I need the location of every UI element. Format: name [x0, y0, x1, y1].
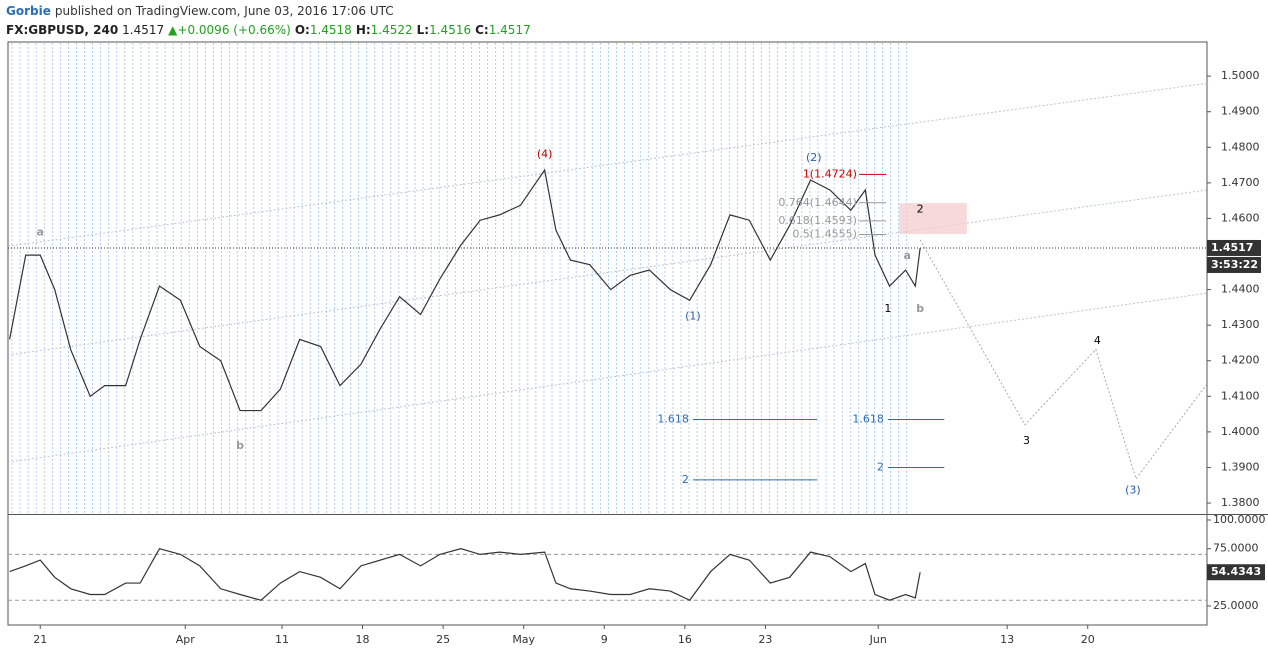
y-tick-label: 1.4400	[1221, 283, 1260, 296]
x-tick-label: 21	[33, 633, 47, 646]
target-label: 2	[682, 473, 689, 486]
header-line: Gorbie published on TradingView.com, June…	[6, 4, 394, 18]
x-tick-label: 25	[436, 633, 450, 646]
frame	[7, 41, 1208, 626]
x-tick-label: Apr	[176, 633, 196, 646]
x-tick-label: 18	[356, 633, 370, 646]
y-tick-label: 1.4600	[1221, 211, 1260, 224]
wave-label: 4	[1094, 334, 1101, 347]
x-tick-label: 16	[678, 633, 692, 646]
close: 1.4517	[489, 23, 531, 37]
target-label: 2	[877, 460, 884, 473]
wave-label: 2	[917, 203, 924, 216]
rsi-value-label: 54.4343	[1211, 565, 1261, 578]
wave-label: (3)	[1125, 484, 1141, 497]
channel-line	[7, 189, 1208, 356]
wave-label: a	[904, 249, 911, 262]
channel-line	[7, 82, 1208, 247]
wave-label: a	[37, 226, 44, 239]
open: 1.4518	[310, 23, 352, 37]
y-tick-label: 1.4700	[1221, 176, 1260, 189]
price-line	[9, 547, 921, 601]
y-tick-label: 1.3800	[1221, 496, 1260, 509]
countdown-box	[1207, 256, 1261, 273]
symbol: FX:GBPUSD, 240	[6, 23, 118, 37]
last: 1.4517	[122, 23, 164, 37]
wave-label: b	[916, 302, 924, 315]
l-label: L:	[417, 23, 429, 37]
last-price-label: 1.4517	[1211, 241, 1253, 254]
y-tick-label: 25.0000	[1213, 599, 1259, 612]
x-tick-label: 11	[275, 633, 289, 646]
fib-label: 0.764(1.4644)	[778, 196, 857, 209]
wave-label: 3	[1023, 434, 1030, 447]
target-label: 1.618	[657, 412, 689, 425]
low: 1.4516	[429, 23, 471, 37]
fib-label: 1(1.4724)	[803, 167, 857, 180]
y-tick-label: 1.4800	[1221, 140, 1260, 153]
target-zone	[899, 203, 967, 235]
rsi-value-box	[1207, 564, 1265, 581]
x-tick-label: 23	[758, 633, 772, 646]
symbol-line: FX:GBPUSD, 240 1.4517 ▲+0.0096 (+0.66%) O:1…	[6, 23, 531, 37]
x-tick-label: 20	[1081, 633, 1095, 646]
y-tick-label: 1.4000	[1221, 425, 1260, 438]
y-tick-label: 100.0000	[1213, 513, 1266, 526]
wave-label: 1	[884, 302, 891, 315]
x-tick-label: May	[512, 633, 535, 646]
x-tick-label: Jun	[869, 633, 887, 646]
wave-label: b	[236, 439, 244, 452]
o-label: O:	[295, 23, 310, 37]
high: 1.4522	[371, 23, 413, 37]
x-tick-label: 9	[601, 633, 608, 646]
h-label: H:	[356, 23, 371, 37]
y-tick-label: 1.4900	[1221, 105, 1260, 118]
fib-label: 0.5(1.4555)	[792, 227, 857, 240]
projection	[919, 239, 1208, 480]
c-label: C:	[475, 23, 489, 37]
y-tick-label: 1.5000	[1221, 69, 1260, 82]
y-tick-label: 75.0000	[1213, 542, 1259, 555]
wave-label: (4)	[537, 147, 553, 160]
author[interactable]: Gorbie	[6, 4, 51, 18]
published: published on TradingView.com, June 03, 2…	[55, 4, 394, 18]
target-label: 1.618	[852, 412, 884, 425]
wave-label: (2)	[806, 151, 822, 164]
countdown: 3:53:22	[1211, 258, 1258, 271]
y-tick-label: 1.4100	[1221, 389, 1260, 402]
change: +0.0096 (+0.66%)	[177, 23, 290, 37]
wave-label: (1)	[685, 309, 701, 322]
arrow: ▲	[168, 23, 178, 37]
y-tick-label: 1.4300	[1221, 318, 1260, 331]
y-tick-label: 1.4200	[1221, 354, 1260, 367]
y-tick-label: 1.3900	[1221, 460, 1260, 473]
last-price-box	[1207, 239, 1261, 256]
price-line	[9, 168, 921, 412]
x-tick-label: 13	[1000, 633, 1014, 646]
channel-line	[7, 292, 1208, 463]
fib-label: 0.618(1.4593)	[778, 214, 857, 227]
